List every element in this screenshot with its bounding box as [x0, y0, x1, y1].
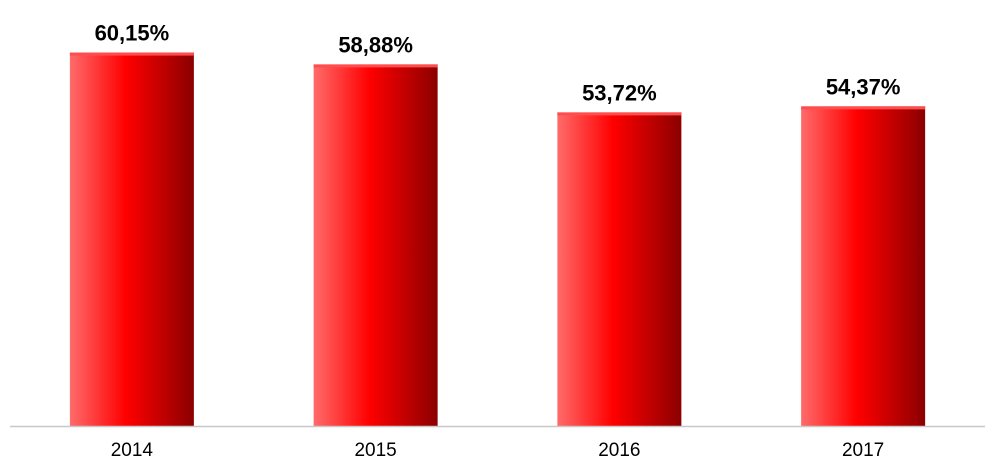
bar-top-edge-2014 — [69, 52, 194, 56]
bar-2014 — [69, 52, 194, 426]
bar-top-edge-2017 — [801, 106, 926, 110]
x-tick-label-2017: 2017 — [842, 440, 884, 461]
bar-group-2016 — [557, 112, 682, 427]
value-label-2017: 54,37% — [826, 74, 901, 99]
bar-group-2014 — [69, 52, 194, 426]
x-tick-label-2014: 2014 — [111, 440, 154, 461]
bar-top-edge-2016 — [557, 112, 682, 116]
bar-2015 — [313, 64, 438, 426]
bar-top-edge-2015 — [313, 64, 438, 68]
bar-group-2017 — [801, 106, 926, 426]
value-label-2016: 53,72% — [582, 80, 657, 105]
x-tick-label-2016: 2016 — [598, 440, 640, 461]
value-label-2015: 58,88% — [338, 32, 413, 57]
bar-2017 — [801, 106, 926, 426]
bar-2016 — [557, 112, 682, 427]
value-label-2014: 60,15% — [95, 21, 170, 46]
labels-layer: 60,15% 2014 58,88% 2015 53,72% 2016 54,37% 2017 — [95, 21, 901, 461]
x-tick-label-2015: 2015 — [354, 440, 396, 461]
bars-layer — [69, 52, 926, 427]
bar-group-2015 — [313, 64, 438, 426]
